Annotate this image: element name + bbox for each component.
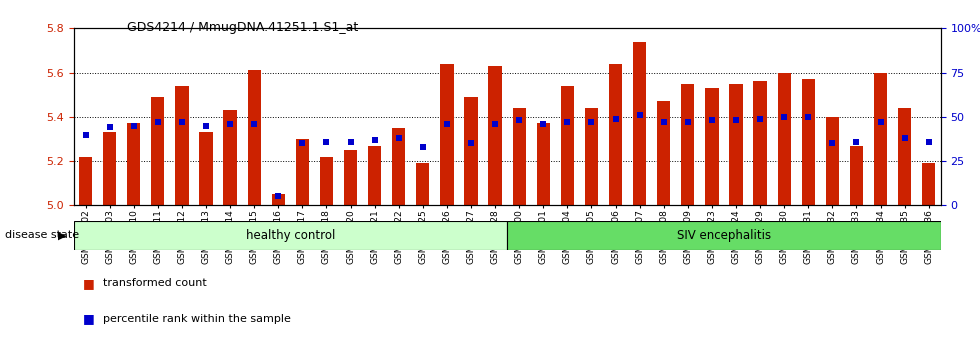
Bar: [609, 64, 622, 205]
Bar: [416, 163, 429, 205]
Bar: [898, 108, 911, 205]
Bar: [508, 221, 941, 250]
Bar: [199, 132, 213, 205]
Bar: [319, 156, 333, 205]
Bar: [850, 145, 863, 205]
Bar: [777, 73, 791, 205]
Text: ■: ■: [83, 312, 95, 325]
Bar: [103, 132, 117, 205]
Bar: [344, 150, 357, 205]
Bar: [79, 156, 92, 205]
Bar: [754, 81, 766, 205]
Bar: [488, 66, 502, 205]
Bar: [175, 86, 188, 205]
Bar: [802, 79, 815, 205]
Bar: [392, 128, 406, 205]
Bar: [681, 84, 695, 205]
Text: ■: ■: [83, 277, 95, 290]
Text: disease state: disease state: [5, 230, 79, 240]
Bar: [729, 84, 743, 205]
Bar: [826, 117, 839, 205]
Text: SIV encephalitis: SIV encephalitis: [677, 229, 771, 242]
Bar: [151, 97, 165, 205]
Bar: [248, 70, 261, 205]
Text: ▶: ▶: [58, 230, 67, 240]
Bar: [368, 145, 381, 205]
Bar: [922, 163, 935, 205]
Bar: [271, 194, 285, 205]
Bar: [706, 88, 718, 205]
Bar: [561, 86, 574, 205]
Bar: [223, 110, 237, 205]
Bar: [74, 221, 508, 250]
Bar: [513, 108, 526, 205]
Bar: [465, 97, 477, 205]
Text: healthy control: healthy control: [246, 229, 335, 242]
Bar: [874, 73, 887, 205]
Bar: [127, 124, 140, 205]
Text: GDS4214 / MmugDNA.41251.1.S1_at: GDS4214 / MmugDNA.41251.1.S1_at: [127, 21, 359, 34]
Bar: [585, 108, 598, 205]
Bar: [633, 41, 646, 205]
Text: percentile rank within the sample: percentile rank within the sample: [103, 314, 291, 324]
Text: transformed count: transformed count: [103, 278, 207, 288]
Bar: [537, 124, 550, 205]
Bar: [296, 139, 309, 205]
Bar: [658, 101, 670, 205]
Bar: [440, 64, 454, 205]
